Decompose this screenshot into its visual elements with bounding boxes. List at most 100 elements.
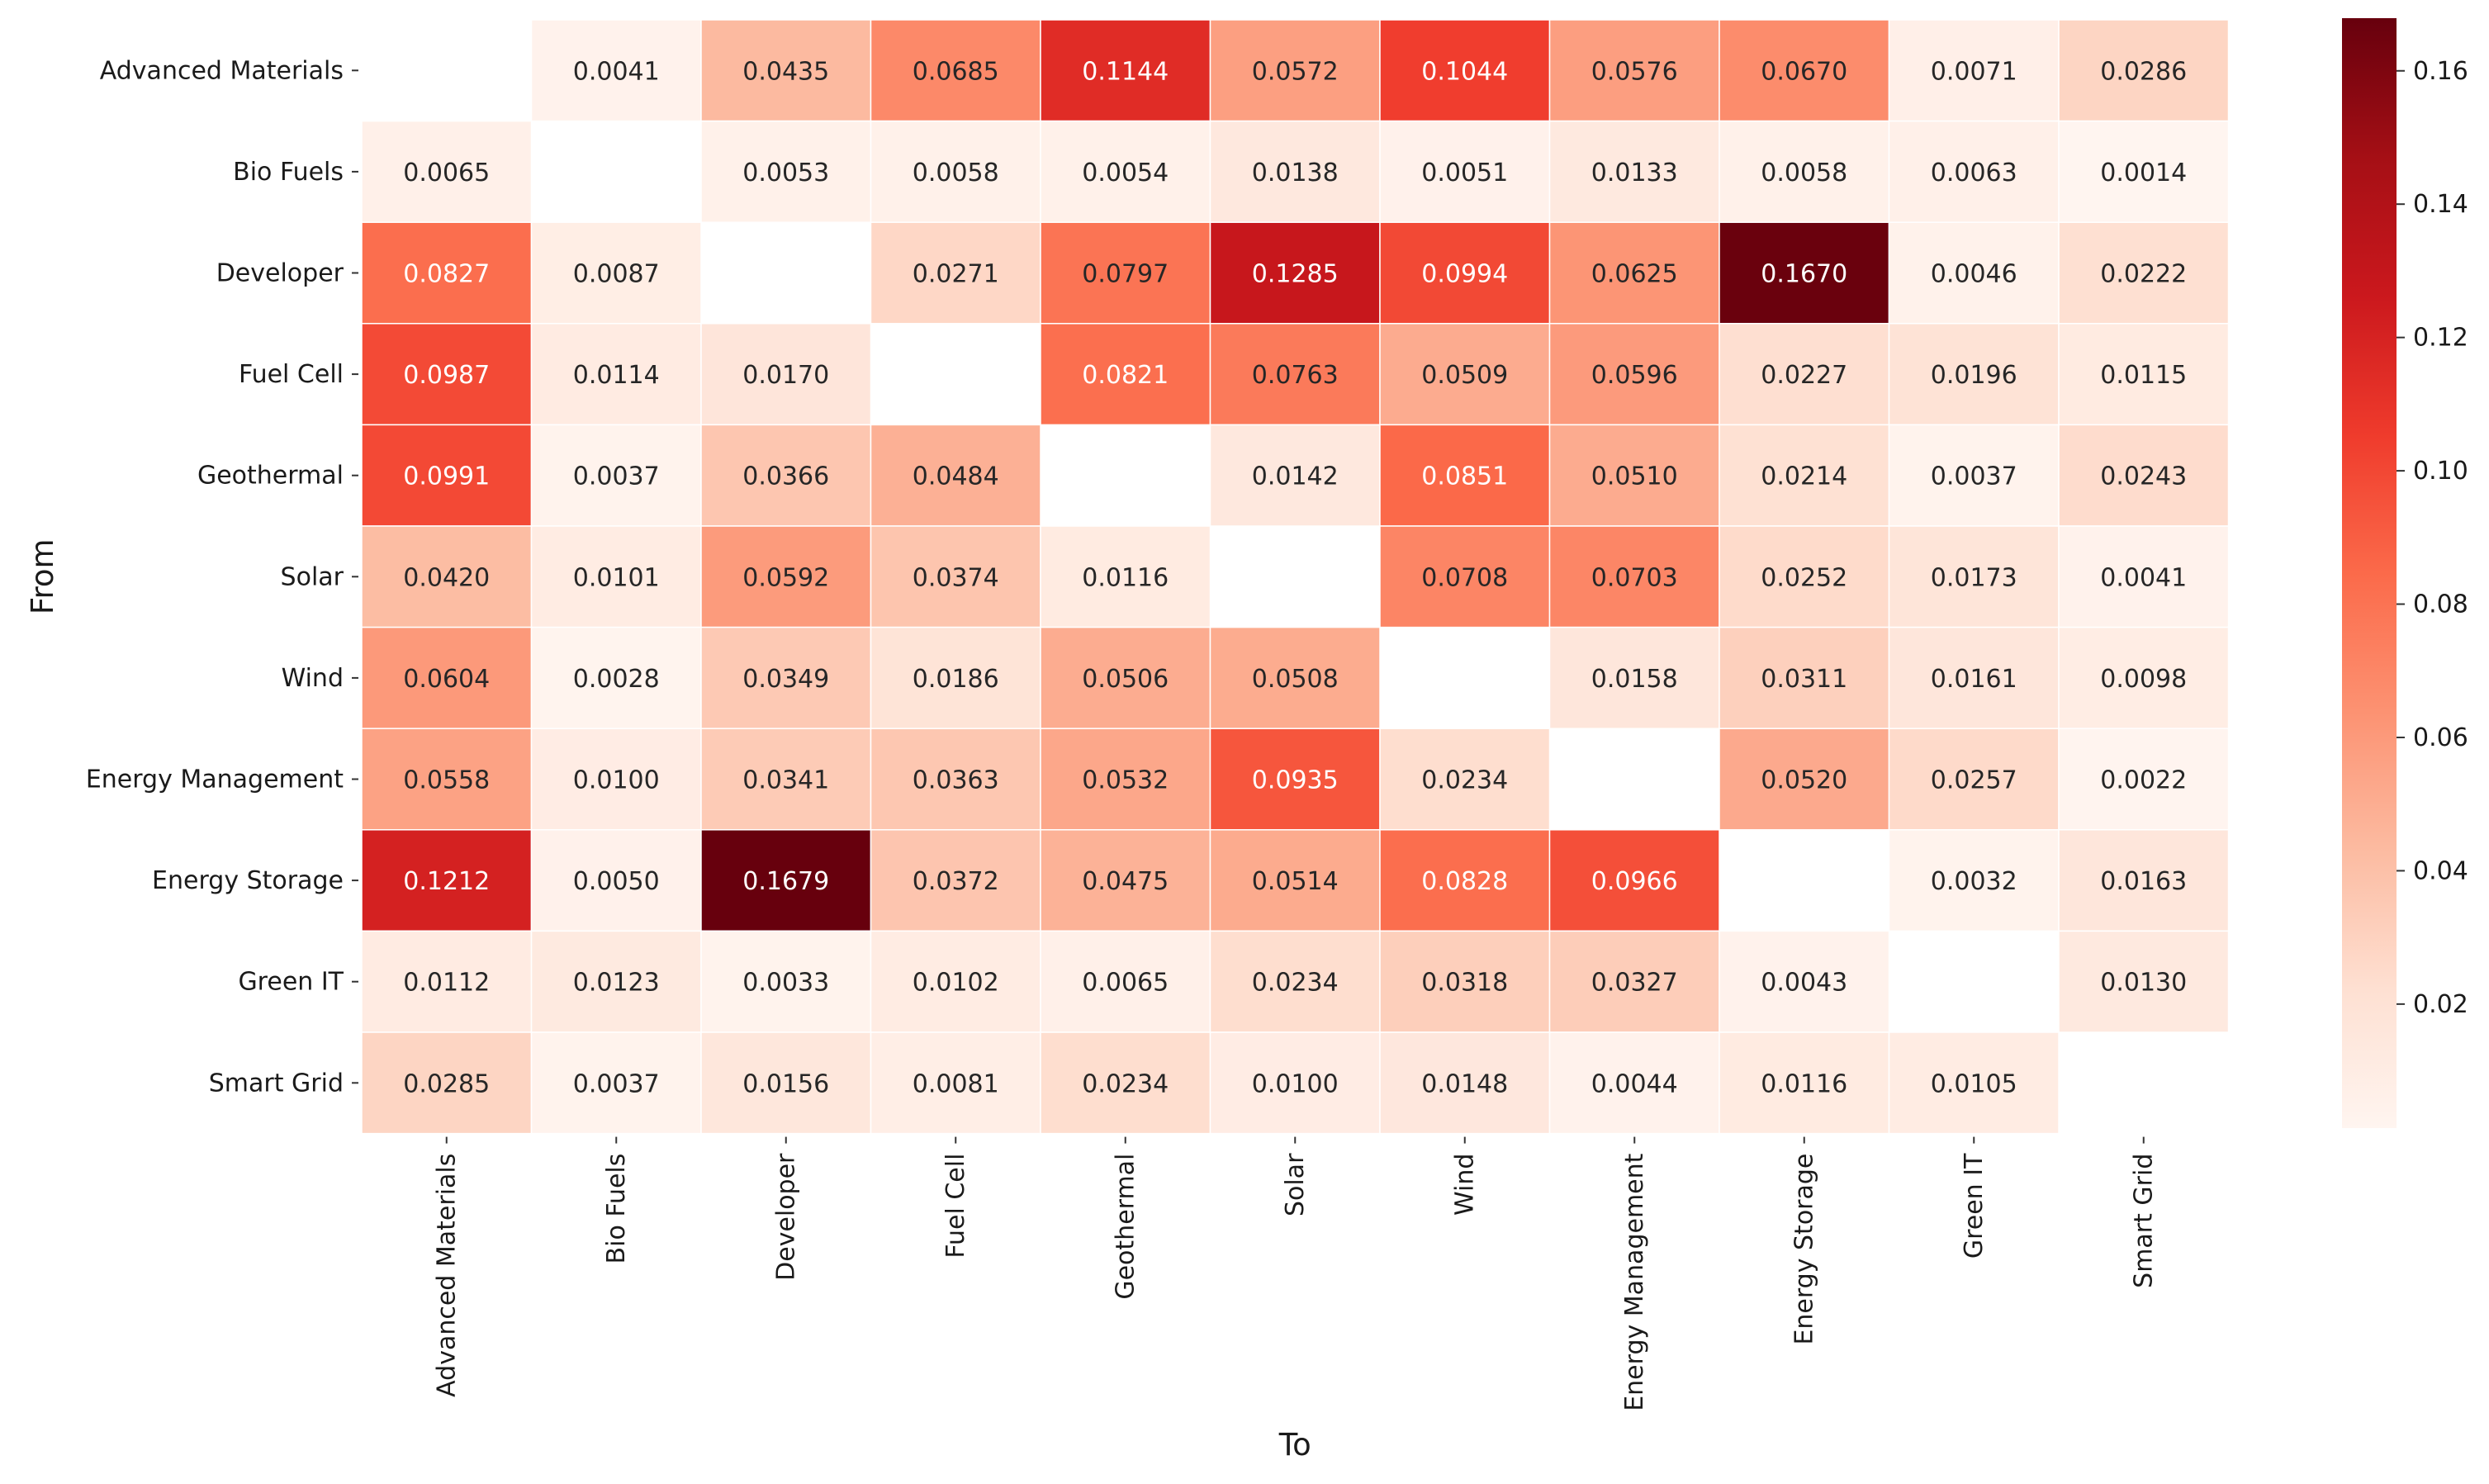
heatmap-cell bbox=[1040, 525, 1211, 628]
heatmap-cell bbox=[530, 728, 702, 831]
cell-value-label: 0.0520 bbox=[1761, 766, 1847, 795]
cell-value-label: 0.0271 bbox=[913, 260, 999, 289]
cell-value-label: 0.0509 bbox=[1421, 361, 1508, 390]
cell-value-label: 0.0065 bbox=[403, 159, 490, 187]
x-tick-label: Solar bbox=[1281, 1153, 1310, 1216]
heatmap-cell bbox=[530, 829, 702, 932]
heatmap-cell bbox=[870, 728, 1041, 831]
heatmap-cell bbox=[870, 1031, 1041, 1135]
heatmap-cell bbox=[1209, 1031, 1381, 1135]
cell-value-label: 0.0234 bbox=[1252, 969, 1339, 998]
heatmap-cell bbox=[1379, 1031, 1551, 1135]
heatmap-cell bbox=[1379, 120, 1551, 223]
cell-value-label: 0.0033 bbox=[742, 969, 829, 998]
heatmap-cell bbox=[1209, 626, 1381, 729]
cell-value-label: 0.0186 bbox=[913, 665, 999, 694]
cell-value-label: 0.0100 bbox=[1252, 1069, 1339, 1098]
cell-value-label: 0.1044 bbox=[1421, 57, 1508, 86]
heatmap-cell bbox=[1040, 930, 1211, 1033]
y-tick-label: Solar bbox=[281, 562, 344, 591]
cell-value-label: 0.0028 bbox=[573, 665, 660, 694]
y-tick-label: Wind bbox=[282, 664, 344, 693]
heatmap-cell bbox=[2058, 829, 2230, 932]
heatmap-cell bbox=[700, 728, 872, 831]
heatmap-cell bbox=[1209, 323, 1381, 426]
cell-value-label: 0.0032 bbox=[1931, 867, 2017, 896]
heatmap-cell bbox=[2058, 728, 2230, 831]
cell-value-label: 0.0827 bbox=[403, 260, 490, 289]
cell-value-label: 0.0514 bbox=[1252, 867, 1339, 896]
cell-value-label: 0.0123 bbox=[573, 969, 660, 998]
cell-value-label: 0.0435 bbox=[742, 57, 829, 86]
x-tick-label: Green IT bbox=[1960, 1153, 1989, 1259]
cell-value-label: 0.0105 bbox=[1931, 1069, 2017, 1098]
heatmap-cell bbox=[870, 19, 1041, 122]
cell-value-label: 0.0285 bbox=[403, 1069, 490, 1098]
colorbar-tick-label: 0.04 bbox=[2413, 856, 2468, 885]
heatmap-cell bbox=[2058, 626, 2230, 729]
cell-value-label: 0.0116 bbox=[1082, 563, 1169, 592]
cell-value-label: 0.0170 bbox=[742, 361, 829, 390]
x-tick-label: Smart Grid bbox=[2130, 1154, 2159, 1288]
heatmap-cell bbox=[1379, 829, 1551, 932]
heatmap-cell bbox=[2058, 120, 2230, 223]
cell-value-label: 0.0163 bbox=[2100, 867, 2187, 896]
cell-value-label: 0.0670 bbox=[1761, 57, 1847, 86]
cell-value-label: 0.0058 bbox=[913, 159, 999, 187]
cell-value-label: 0.0071 bbox=[1931, 57, 2017, 86]
colorbar-tick-label: 0.02 bbox=[2413, 990, 2468, 1019]
y-tick-label: Energy Management bbox=[86, 766, 344, 794]
cell-value-label: 0.0043 bbox=[1761, 969, 1847, 998]
cell-value-label: 0.0050 bbox=[573, 867, 660, 896]
heatmap-cell bbox=[1548, 829, 1720, 932]
heatmap-cell bbox=[870, 626, 1041, 729]
heatmap-cells: 0.0041 0.0435 0.0685 0.1144 0.0572 0.1044 0.05… bbox=[361, 19, 2230, 1135]
cell-value-label: 0.0196 bbox=[1931, 361, 2017, 390]
heatmap-cell bbox=[1548, 525, 1720, 628]
heatmap-cell bbox=[1379, 323, 1551, 426]
heatmap-cell bbox=[870, 525, 1041, 628]
heatmap-cell bbox=[1548, 120, 1720, 223]
cell-value-label: 0.0112 bbox=[403, 969, 490, 998]
cell-value-label: 0.0142 bbox=[1252, 462, 1339, 491]
cell-value-label: 0.0081 bbox=[913, 1069, 999, 1098]
cell-value-label: 0.0234 bbox=[1082, 1069, 1169, 1098]
cell-value-label: 0.0703 bbox=[1591, 563, 1678, 592]
cell-value-label: 0.0227 bbox=[1761, 361, 1847, 390]
cell-value-label: 0.0054 bbox=[1082, 159, 1169, 187]
cell-value-label: 0.0100 bbox=[573, 766, 660, 795]
heatmap-cell bbox=[1209, 221, 1381, 325]
cell-value-label: 0.0087 bbox=[573, 260, 660, 289]
cell-value-label: 0.0044 bbox=[1591, 1069, 1678, 1098]
heatmap-cell bbox=[700, 525, 872, 628]
cell-value-label: 0.0572 bbox=[1252, 57, 1339, 86]
heatmap-cell bbox=[870, 221, 1041, 325]
cell-value-label: 0.0596 bbox=[1591, 361, 1678, 390]
heatmap-cell bbox=[1719, 323, 1890, 426]
cell-value-label: 0.0214 bbox=[1761, 462, 1847, 491]
cell-value-label: 0.0763 bbox=[1252, 361, 1339, 390]
heatmap-cell bbox=[1719, 728, 1890, 831]
cell-value-label: 0.1679 bbox=[742, 867, 829, 896]
y-tick-label: Geothermal bbox=[197, 462, 344, 491]
cell-value-label: 0.0797 bbox=[1082, 260, 1169, 289]
heatmap-cell bbox=[1040, 829, 1211, 932]
x-tick-label: Fuel Cell bbox=[941, 1154, 970, 1259]
cell-value-label: 0.0506 bbox=[1082, 665, 1169, 694]
cell-value-label: 0.0058 bbox=[1761, 159, 1847, 187]
heatmap-cell bbox=[1888, 1031, 2060, 1135]
heatmap-cell bbox=[700, 1031, 872, 1135]
cell-value-label: 0.1285 bbox=[1252, 260, 1339, 289]
heatmap-cell bbox=[1040, 19, 1211, 122]
cell-value-label: 0.0420 bbox=[403, 563, 490, 592]
cell-value-label: 0.0991 bbox=[403, 462, 490, 491]
heatmap-cell bbox=[1379, 424, 1551, 527]
heatmap-cell bbox=[1719, 424, 1890, 527]
x-axis-title: To bbox=[1278, 1427, 1311, 1463]
x-tick-label: Developer bbox=[772, 1153, 801, 1281]
heatmap-cell bbox=[700, 323, 872, 426]
y-tick-label: Energy Storage bbox=[152, 866, 344, 895]
heatmap-cell bbox=[1548, 626, 1720, 729]
heatmap-cell bbox=[1040, 120, 1211, 223]
cell-value-label: 0.0318 bbox=[1421, 969, 1508, 998]
